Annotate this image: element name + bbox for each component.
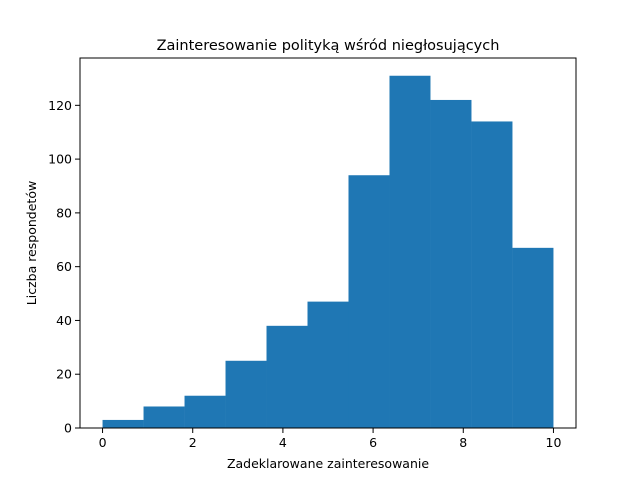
plot-frame	[79, 57, 577, 429]
x-tick-label: 2	[189, 435, 197, 450]
histogram-bar	[102, 419, 144, 428]
histogram-bar	[307, 301, 349, 428]
y-axis-ticks: 0 20 40 60 80 100 120	[48, 98, 80, 436]
y-tick-label: 20	[56, 367, 72, 382]
y-axis-label: Liczba respondetów	[24, 181, 39, 305]
histogram-bar	[389, 75, 431, 428]
chart-title: Zainteresowanie polityką wśród niegłosuj…	[157, 38, 500, 54]
x-tick-label: 8	[459, 435, 467, 450]
x-axis-ticks: 0 2 4 6 8 10	[99, 428, 562, 450]
y-tick-label: 80	[56, 205, 72, 220]
histogram-bar	[430, 99, 472, 428]
histogram-bar	[348, 175, 390, 428]
x-tick-label: 0	[99, 435, 107, 450]
x-tick-label: 4	[279, 435, 287, 450]
y-tick-label: 0	[64, 421, 72, 436]
x-tick-label: 6	[369, 435, 377, 450]
histogram-bar	[184, 395, 226, 428]
histogram-bar	[225, 360, 267, 428]
y-tick-label: 60	[56, 259, 72, 274]
y-tick-label: 120	[48, 98, 72, 113]
histogram-bar	[471, 121, 513, 429]
histogram-bar	[143, 406, 185, 428]
x-tick-label: 10	[546, 435, 562, 450]
bars-group	[102, 75, 554, 429]
histogram-bar	[266, 325, 308, 428]
y-tick-label: 100	[48, 152, 72, 167]
histogram-bar	[512, 247, 554, 428]
x-axis-label: Zadeklarowane zainteresowanie	[227, 456, 429, 471]
y-tick-label: 40	[56, 313, 72, 328]
